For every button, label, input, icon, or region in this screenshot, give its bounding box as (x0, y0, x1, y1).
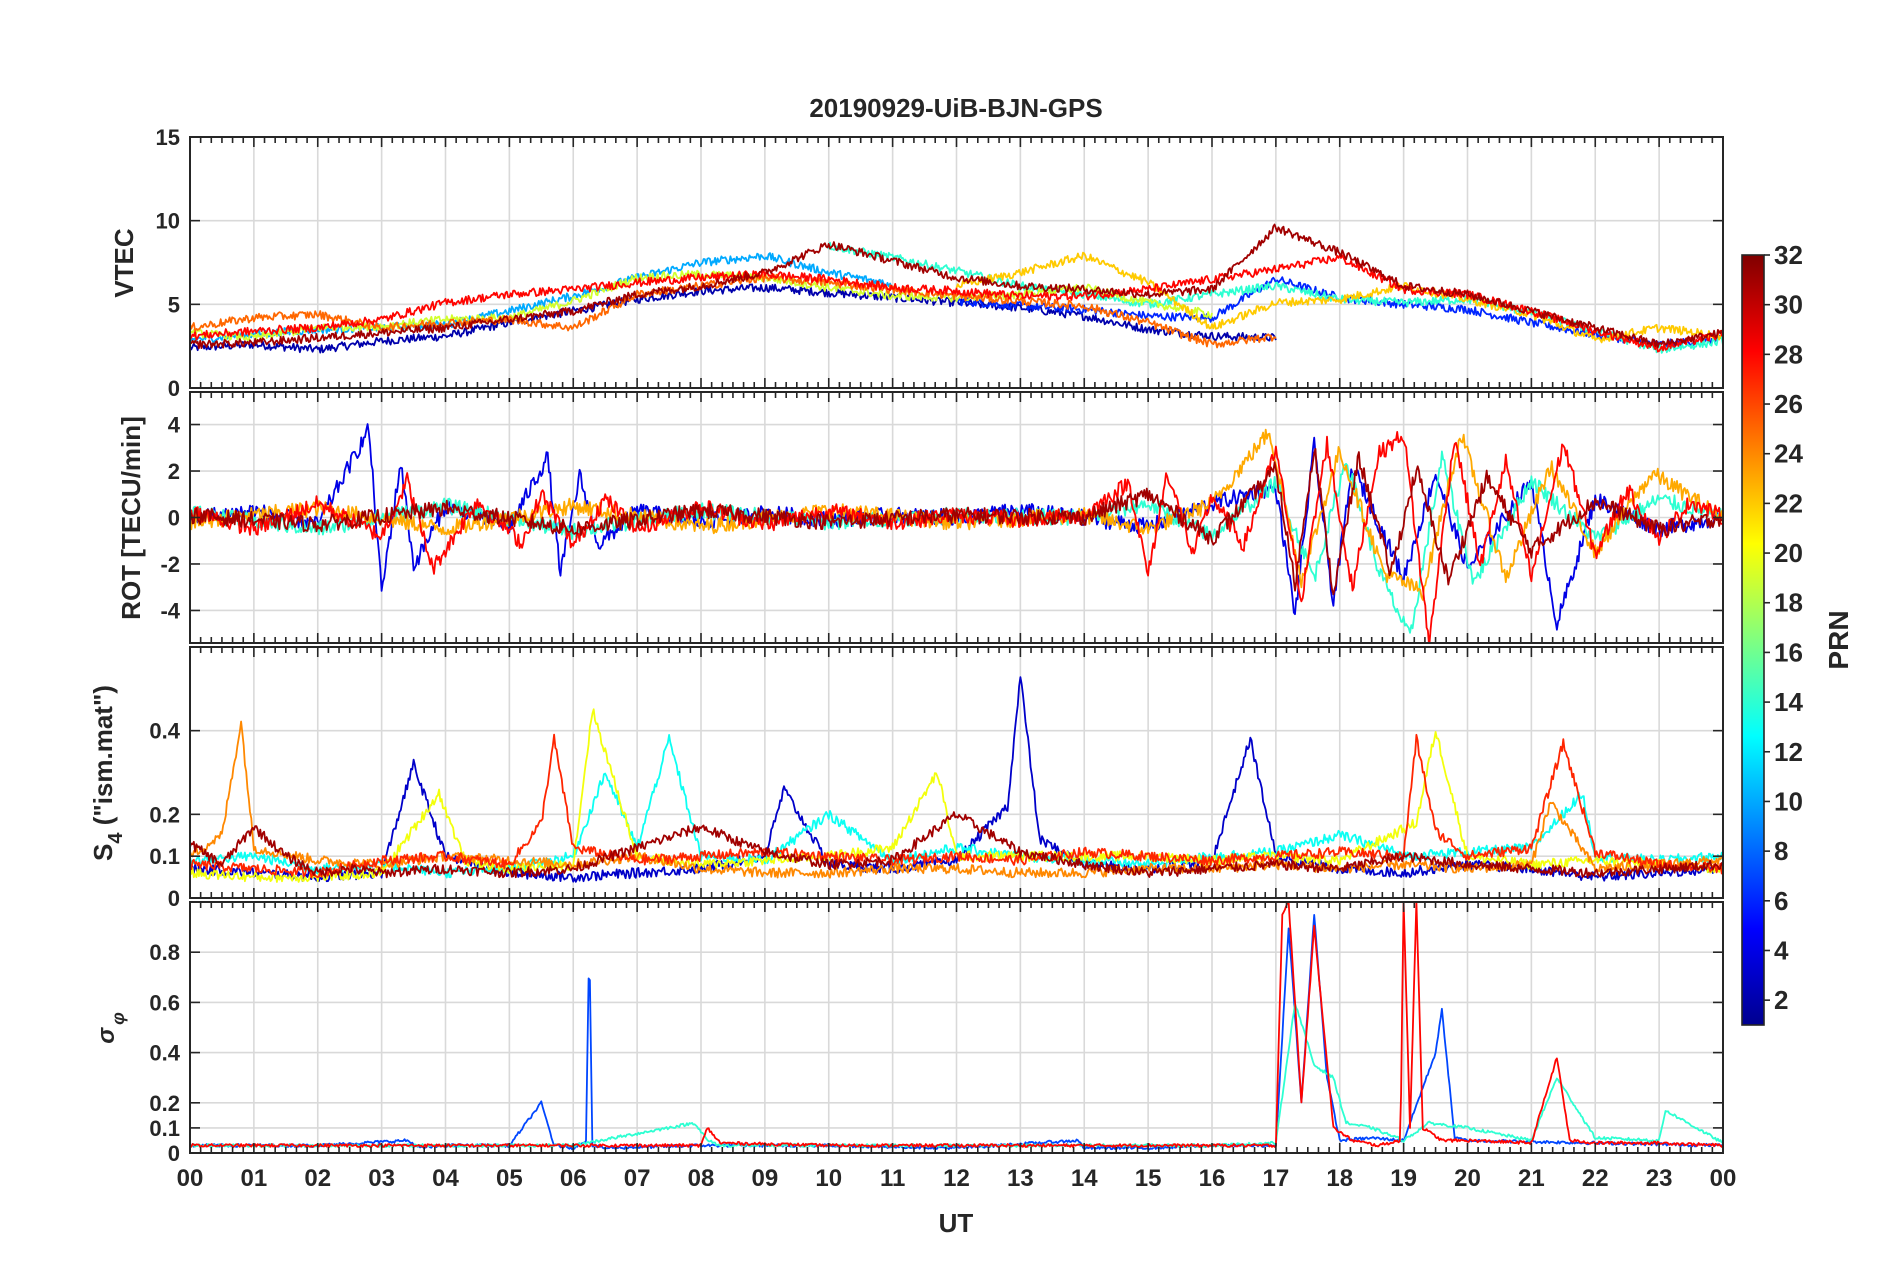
rot-ytick-label: 0 (168, 506, 180, 531)
x-tick-label: 10 (815, 1165, 842, 1192)
rot-ytick-label: 2 (168, 459, 180, 484)
vtec-ylabel: VTEC (109, 228, 139, 298)
vtec-ytick-label: 15 (156, 125, 180, 150)
panel-s4: S4 ("ism.mat") 0 0.1 0.2 0.4 (88, 646, 1724, 911)
sigma-phi-ytick-label: 0.8 (149, 940, 180, 965)
x-tick-label: 19 (1390, 1165, 1417, 1192)
s4-ytick-label: 0.1 (149, 844, 180, 869)
x-tick-label: 00 (1710, 1165, 1737, 1192)
x-tick-label: 03 (368, 1165, 395, 1192)
vtec-series-prn-22 (955, 251, 1723, 344)
colorbar-tick-label: 32 (1774, 240, 1803, 270)
x-tick-label: 22 (1582, 1165, 1609, 1192)
x-tick-label: 09 (752, 1165, 779, 1192)
rot-ylabel: ROT [TECU/min] (116, 416, 146, 620)
colorbar-tick-label: 28 (1774, 339, 1803, 369)
colorbar-tick-label: 16 (1774, 637, 1803, 667)
s4-ytick-label: 0.4 (149, 719, 180, 744)
colorbar-tick-label: 14 (1774, 687, 1803, 717)
x-tick-label: 06 (560, 1165, 587, 1192)
sigma-phi-ylabel-subscript: φ (108, 1012, 128, 1025)
sigma-phi-ylabel-main: σ (93, 1027, 120, 1044)
s4-series-prn-31 (190, 811, 1723, 879)
x-tick-label: 23 (1646, 1165, 1673, 1192)
rot-ytick-label: 4 (168, 413, 181, 438)
x-tick-label: 05 (496, 1165, 523, 1192)
s4-ylabel: S4 ("ism.mat") (88, 685, 127, 861)
colorbar-tick-label: 18 (1774, 588, 1803, 618)
colorbar-tick-label: 12 (1774, 737, 1803, 767)
sigma-phi-ytick-label: 0.1 (149, 1116, 180, 1141)
sigma-phi-ytick-label: 0 (168, 1141, 180, 1166)
colorbar-tick-label: 26 (1774, 389, 1803, 419)
x-axis-label: UT (939, 1208, 974, 1238)
s4-ytick-label: 0.2 (149, 802, 180, 827)
s4-ylabel-subscript: 4 (105, 832, 127, 844)
x-axis: UT 00 01 02 03 04 05 06 07 08 09 10 11 12 13 14 15 16 17 1… (177, 1165, 1737, 1238)
rot-series-prn-31 (190, 448, 1723, 596)
x-tick-label: 12 (943, 1165, 970, 1192)
s4-ytick-label: 0 (168, 886, 180, 911)
x-tick-label: 14 (1071, 1165, 1098, 1192)
s4-series-prn-27 (190, 733, 1723, 879)
rot-ytick-label: -4 (160, 598, 180, 623)
colorbar-tick-label: 10 (1774, 786, 1803, 816)
x-tick-label: 02 (304, 1165, 331, 1192)
rot-ytick-label: -2 (160, 552, 180, 577)
colorbar: PRN 32 30 28 26 24 22 20 18 16 14 12 10 8 6 4 2 (1741, 240, 1854, 1026)
x-tick-label: 04 (432, 1165, 459, 1192)
colorbar-tick-label: 30 (1774, 290, 1803, 320)
colorbar-tick-label: 6 (1774, 886, 1788, 916)
panel-sigma-phi: σφ 00.10.2 0.4 0.6 0.8 (93, 901, 1724, 1166)
s4-ylabel-main: S (88, 844, 118, 861)
x-tick-label: 13 (1007, 1165, 1034, 1192)
colorbar-tick-label: 22 (1774, 488, 1803, 518)
colorbar-tick-label: 8 (1774, 836, 1788, 866)
x-tick-label: 15 (1135, 1165, 1162, 1192)
x-tick-label: 21 (1518, 1165, 1545, 1192)
x-tick-label: 20 (1454, 1165, 1481, 1192)
s4-ylabel-rest: ("ism.mat") (88, 685, 118, 832)
colorbar-tick-label: 2 (1774, 985, 1788, 1015)
colorbar-tick-label: 20 (1774, 538, 1803, 568)
x-tick-label: 17 (1263, 1165, 1290, 1192)
vtec-series-prn-31 (190, 223, 1723, 350)
x-tick-label: 08 (688, 1165, 715, 1192)
sigma-phi-ytick-label: 0.4 (149, 1041, 180, 1066)
panel-rot: ROT [TECU/min] -4 -2 0 2 4 (116, 391, 1724, 644)
vtec-ytick-label: 5 (168, 292, 180, 317)
x-tick-label: 11 (880, 1165, 905, 1192)
chart-title: 20190929-UiB-BJN-GPS (809, 93, 1102, 123)
vtec-series-prn-28 (190, 254, 1723, 353)
colorbar-gradient (1741, 254, 1765, 1026)
sigma-phi-ytick-label: 0.2 (149, 1091, 180, 1116)
x-tick-label: 00 (177, 1165, 204, 1192)
vtec-ytick-label: 10 (156, 209, 180, 234)
colorbar-label: PRN (1823, 610, 1854, 669)
sigma-phi-ylabel: σφ (93, 1012, 128, 1044)
vtec-series-prn-2 (190, 283, 1277, 354)
panel-vtec: VTEC 0 5 10 15 (109, 125, 1724, 401)
x-tick-label: 07 (624, 1165, 651, 1192)
sigma-phi-ytick-label: 0.6 (149, 990, 180, 1015)
colorbar-tick-label: 24 (1774, 439, 1803, 469)
x-tick-label: 16 (1199, 1165, 1226, 1192)
x-tick-label: 01 (241, 1165, 268, 1192)
colorbar-tick-label: 4 (1774, 935, 1789, 965)
x-tick-label: 18 (1326, 1165, 1353, 1192)
vtec-ytick-label: 0 (168, 376, 180, 401)
